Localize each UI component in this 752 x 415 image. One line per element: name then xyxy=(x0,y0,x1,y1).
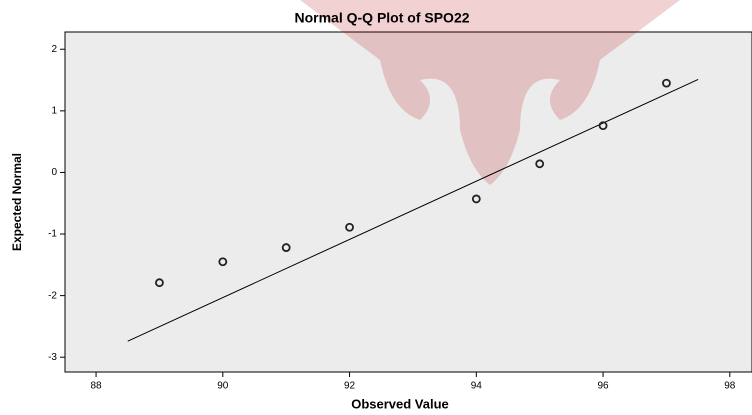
x-tick-label: 96 xyxy=(598,381,610,392)
point xyxy=(471,194,481,204)
watermark xyxy=(300,0,680,185)
point xyxy=(662,78,671,88)
x-tick-label: 94 xyxy=(471,381,483,392)
x-tick-label: 98 xyxy=(724,381,736,392)
point xyxy=(535,159,545,169)
chart-title: Normal Q-Q Plot of SPO22 xyxy=(294,10,469,26)
watermark-shape xyxy=(300,0,680,185)
plot-area xyxy=(64,31,752,373)
y-axis-label: Expected Normal xyxy=(10,153,24,251)
y-tick-label: 0 xyxy=(51,167,57,178)
y-tick-label: -1 xyxy=(48,229,57,240)
x-tick-label: 92 xyxy=(344,381,356,392)
point xyxy=(598,121,608,131)
x-axis-label: Observed Value xyxy=(351,396,449,411)
point xyxy=(218,257,228,267)
point xyxy=(281,243,291,252)
y-tick-label: 2 xyxy=(51,44,57,55)
x-tick-label: 90 xyxy=(217,381,229,392)
point xyxy=(345,222,354,232)
y-tick-label: -2 xyxy=(48,290,57,301)
x-tick-label: 88 xyxy=(90,381,102,392)
y-tick-label: 1 xyxy=(51,105,57,116)
y-tick-label: -3 xyxy=(48,352,57,363)
reference-line xyxy=(127,78,699,342)
point xyxy=(155,278,164,288)
